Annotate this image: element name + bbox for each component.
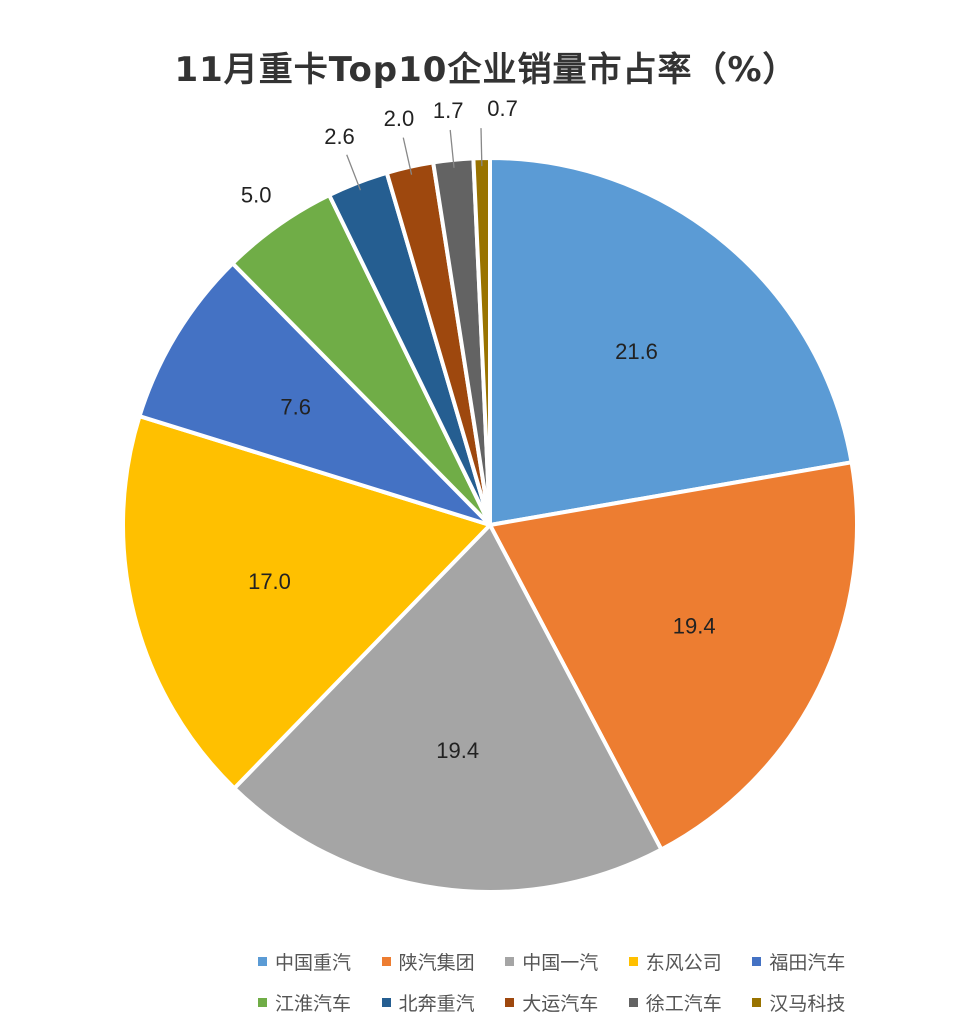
pie-chart: 21.6 19.4 19.4 17.0 7.6 5.0 2.6 2.0 1.7 0.7	[121, 96, 859, 894]
pie-slice-0	[488, 155, 854, 528]
pie-slice-4	[137, 260, 492, 527]
legend-item: 北奔重汽	[381, 989, 488, 1016]
legend-label: 徐工汽车	[645, 993, 722, 1015]
legend-label: 东风公司	[645, 952, 722, 974]
leader-line-9	[480, 128, 483, 167]
leader-line-8	[449, 129, 455, 168]
legend-item: 东风公司	[628, 948, 735, 975]
legend-label: 江淮汽车	[275, 993, 352, 1015]
legend-item: 大运汽车	[505, 989, 611, 1016]
legend-label: 中国一汽	[522, 952, 599, 974]
legend-item: 徐工汽车	[628, 989, 735, 1016]
legend-item: 江淮汽车	[258, 989, 364, 1016]
pie-slice-3	[121, 413, 494, 792]
legend-item: 汉马科技	[752, 989, 858, 1016]
pie-slice-1	[486, 459, 859, 853]
legend-swatch	[381, 957, 391, 966]
data-label-9: 0.7	[487, 96, 518, 121]
legend-item: 中国一汽	[505, 948, 611, 975]
legend-label: 北奔重汽	[398, 993, 475, 1015]
legend-swatch	[628, 957, 638, 966]
legend-swatch	[505, 998, 515, 1007]
data-label-1: 19.4	[673, 613, 716, 638]
leader-line-7	[402, 137, 413, 175]
legend-swatch	[752, 957, 762, 966]
data-label-2: 19.4	[436, 738, 479, 763]
legend-label: 大运汽车	[522, 993, 599, 1015]
data-label-8: 1.7	[433, 98, 464, 123]
legend-label: 中国重汽	[275, 952, 352, 974]
legend-swatch	[381, 998, 391, 1007]
legend-swatch	[752, 998, 762, 1007]
legend-label: 福田汽车	[769, 952, 846, 974]
data-label-7: 2.0	[384, 106, 415, 131]
legend-swatch	[258, 998, 267, 1007]
data-label-3: 17.0	[248, 569, 291, 594]
legend-swatch	[505, 957, 515, 966]
leader-line-6	[346, 154, 362, 191]
data-label-4: 7.6	[280, 395, 311, 420]
legend-swatch	[258, 957, 267, 966]
legend-label: 汉马科技	[769, 993, 846, 1015]
pie-slice-2	[231, 521, 665, 894]
legend-item: 中国重汽	[258, 948, 364, 975]
legend-label: 陕汽集团	[398, 952, 475, 974]
legend-swatch	[628, 998, 638, 1007]
legend: 中国重汽 陕汽集团 中国一汽 东风公司 福田汽车江淮汽车 北奔重汽 大运汽车 徐工汽车 汉马科技	[258, 948, 858, 1016]
data-label-6: 2.6	[324, 124, 355, 149]
chart-title: 11月重卡Top10企业销量市占率（%）	[174, 50, 798, 90]
data-label-0: 21.6	[615, 339, 658, 364]
legend-item: 福田汽车	[752, 948, 858, 975]
data-label-5: 5.0	[241, 182, 272, 207]
legend-item: 陕汽集团	[381, 948, 488, 975]
